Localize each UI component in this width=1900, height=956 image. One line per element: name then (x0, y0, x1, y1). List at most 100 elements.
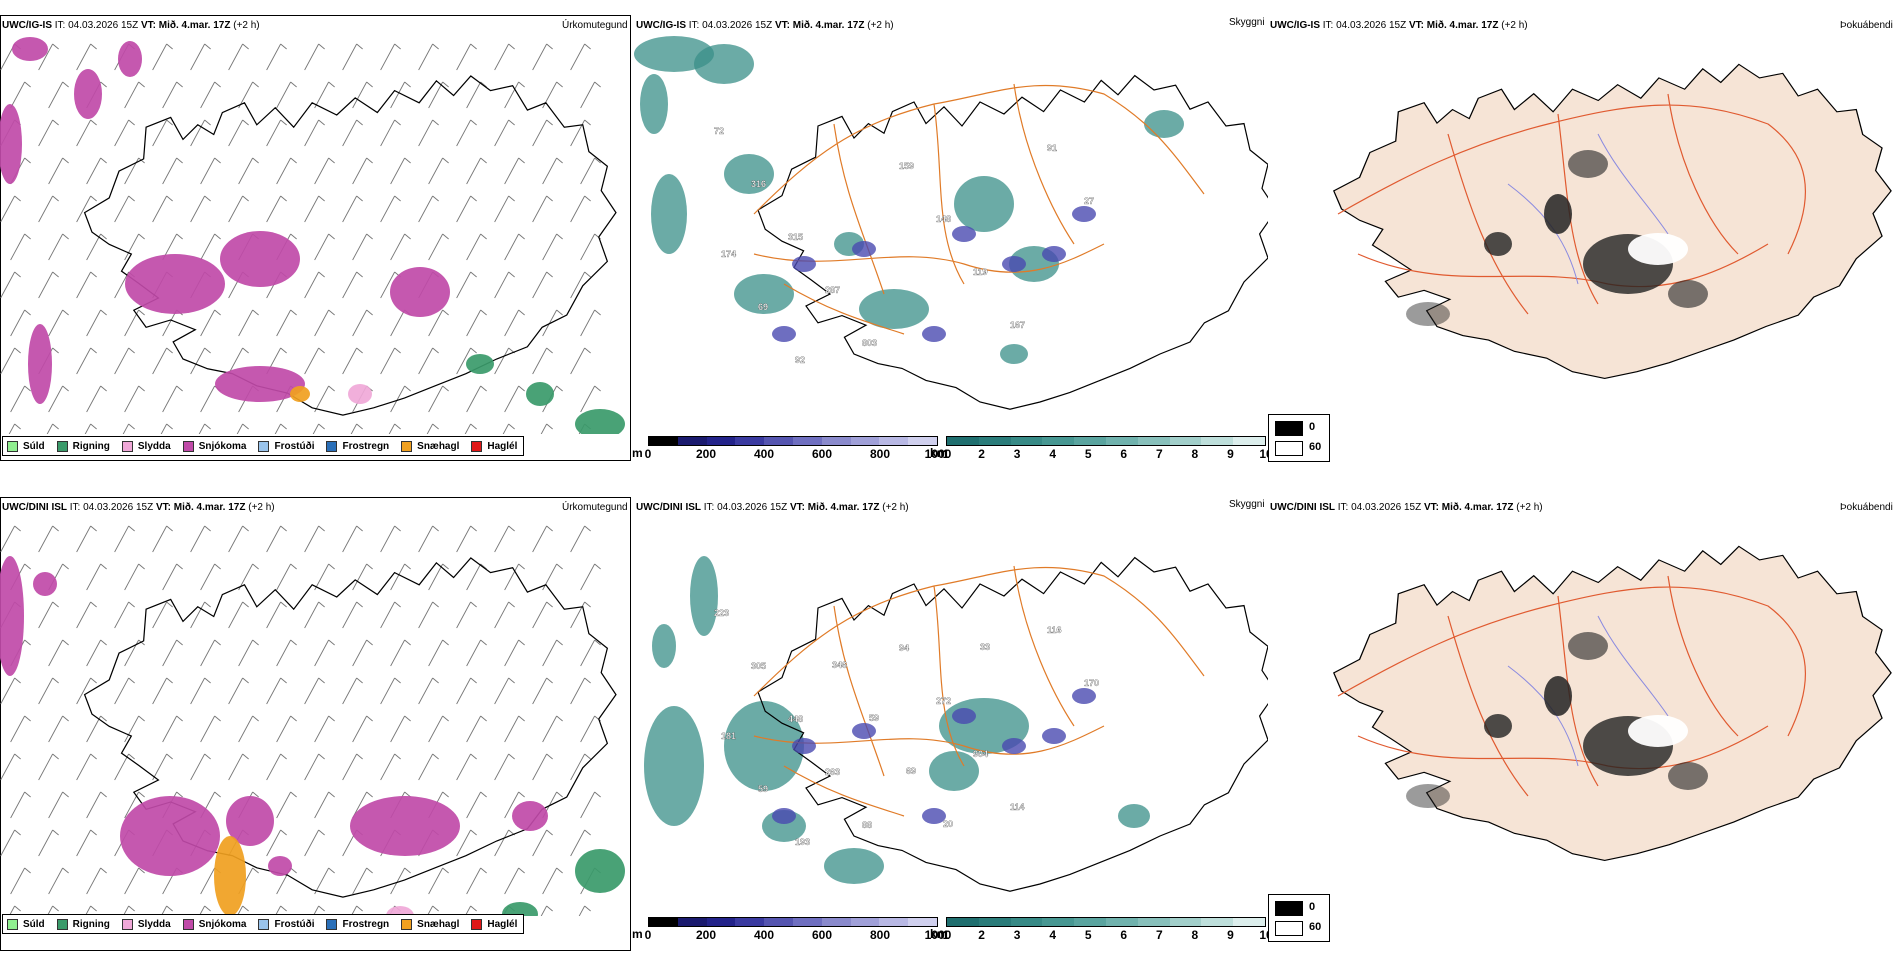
wind-barb (428, 81, 449, 109)
wind-barb (276, 563, 297, 591)
wind-barb (238, 309, 259, 337)
wind-barb (190, 753, 211, 781)
wind-barb (350, 905, 363, 916)
wind-barb (38, 677, 59, 705)
cloud-base-label: 346 (832, 660, 847, 670)
wind-barb (48, 233, 69, 261)
colorbar-tick: 1000 (924, 447, 952, 461)
wind-barb (580, 385, 601, 413)
wind-barb (390, 233, 411, 261)
wind-barb (532, 677, 553, 705)
colorbar-tick: 6 (1120, 447, 1128, 461)
cloud-base-label: 904 (973, 749, 988, 759)
colorbar-unit: km (930, 927, 948, 941)
colorbar-tick: 600 (811, 447, 833, 461)
wind-barb (38, 195, 59, 223)
low-cloud-area (952, 226, 976, 242)
cloud-base-colorbar: m 0 200 400 600 800 1000 (632, 436, 951, 461)
wind-barb (38, 271, 59, 299)
wind-barb (38, 753, 59, 781)
wind-barb (578, 905, 591, 916)
valid-label: VT: (155, 502, 171, 513)
fog-map (1333, 63, 1892, 380)
wind-barb (494, 525, 515, 553)
wind-barb (8, 423, 21, 434)
colorbar-segment (1233, 437, 1265, 445)
cloud-base-label: 69 (906, 766, 916, 776)
precip-area (74, 69, 102, 119)
wind-barb (266, 677, 287, 705)
colorbar-tick: 2 (978, 447, 985, 461)
wind-barb (504, 563, 525, 591)
wind-barb (10, 233, 31, 261)
colorbar-segment (978, 918, 1011, 926)
cloud-base-label: 59 (869, 713, 879, 723)
colorbar-segment (764, 437, 793, 445)
colorbar-ticks: 1 2 3 4 5 6 7 8 9 10 (943, 446, 1273, 461)
colorbar-segment (978, 437, 1011, 445)
colorbar-segment (1169, 437, 1202, 445)
colorbar-tick: 400 (753, 928, 775, 942)
valid-label: VT: (1423, 502, 1439, 513)
legend-black-box (1275, 421, 1303, 436)
colorbar-strip (648, 436, 938, 446)
wind-barb (314, 791, 335, 819)
wind-barb (0, 829, 21, 857)
colorbar-segment (947, 437, 979, 445)
colorbar-tick: 600 (811, 928, 833, 942)
wind-barb (428, 309, 449, 337)
wind-barb (114, 195, 135, 223)
wind-barb (228, 43, 249, 71)
legend-item: Súld (7, 918, 45, 930)
legend-swatch (121, 440, 133, 452)
legend-white-box (1275, 441, 1303, 456)
colorbar-segment (735, 437, 765, 445)
colorbar-segment (1169, 918, 1202, 926)
wind-barb (198, 423, 211, 434)
wind-barb (466, 791, 487, 819)
wind-barb (352, 563, 373, 591)
cloud-base-label: 272 (936, 696, 951, 706)
precip-area (348, 384, 372, 404)
wind-barb (304, 677, 325, 705)
wind-barb (276, 157, 297, 185)
low-cloud-area (922, 808, 946, 824)
low-cloud-area (792, 256, 816, 272)
colorbar-ticks: 0 200 400 600 800 1000 (645, 927, 952, 942)
wind-barb (542, 639, 563, 667)
wind-barb (570, 195, 591, 223)
wind-barb (314, 639, 335, 667)
precip-area (118, 41, 142, 77)
colorbar-tick: 7 (1155, 928, 1163, 942)
lead-time: (+2 h) (248, 502, 275, 513)
wind-barb (114, 525, 135, 553)
legend-swatch (401, 440, 413, 452)
panel-title: Úrkomutegund (562, 20, 628, 31)
precip-area (215, 366, 305, 402)
road-network (753, 565, 1205, 817)
fog-area (1568, 632, 1608, 660)
legend-swatch (182, 440, 194, 452)
wind-barb (152, 525, 173, 553)
model-name: UWC/DINI ISL (2, 502, 67, 513)
legend-label: Snjókoma (198, 918, 247, 930)
colorbar-segment (1010, 437, 1043, 445)
wind-barb (162, 385, 183, 413)
wind-barb (114, 601, 135, 629)
wind-barb (466, 867, 487, 895)
colorbar-strip (648, 917, 938, 927)
wind-barb (504, 81, 525, 109)
fog-area (1544, 676, 1572, 716)
legend-label: Slydda (137, 440, 171, 452)
colorbar-segment (879, 918, 909, 926)
legend-swatch (258, 440, 270, 452)
wind-barb (466, 81, 487, 109)
wind-barb (238, 639, 259, 667)
wind-barb (162, 639, 183, 667)
wind-barb (532, 43, 553, 71)
wind-barb (124, 81, 145, 109)
wind-barb (8, 905, 21, 916)
colorbar-tick: 3 (1013, 928, 1021, 942)
wind-barb (542, 715, 563, 743)
low-cloud-area (1042, 728, 1066, 744)
